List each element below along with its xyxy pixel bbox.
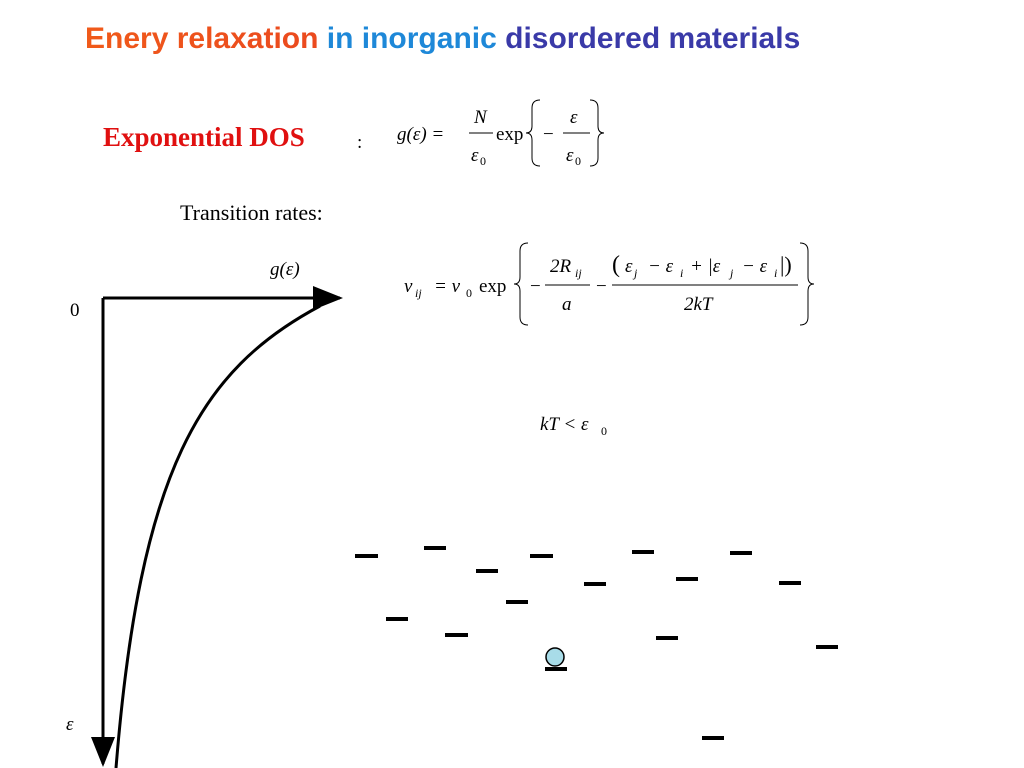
title-part: disordered materials — [505, 22, 800, 55]
formula-text: + |ε — [690, 256, 721, 277]
brace — [525, 99, 541, 167]
title: Enery relaxation in inorganic disordered… — [85, 22, 800, 55]
formula-text: 2kT — [684, 294, 714, 315]
formula-text: 0 — [480, 154, 486, 168]
formula-text: N — [473, 107, 488, 128]
formula-text: ν — [404, 276, 413, 297]
formula-text: 0 — [466, 286, 472, 300]
formula-text: − — [543, 124, 554, 145]
formula-text: j — [632, 266, 638, 280]
formula-text: − ε — [648, 256, 674, 277]
formula-text: ε — [625, 256, 633, 277]
formula-text: exp — [496, 124, 523, 145]
formula-text: g(ε) = — [397, 124, 444, 145]
formula-text: − — [596, 276, 607, 297]
dos-formula: g(ε) = N ε 0 exp − ε ε 0 — [397, 99, 605, 168]
colon: : — [357, 132, 362, 153]
formula-text: i — [680, 266, 683, 280]
formula-text: ε — [570, 107, 578, 128]
formula-text: exp — [479, 276, 506, 297]
brace — [589, 99, 605, 167]
electron — [545, 647, 565, 667]
title-part: Enery relaxation — [85, 22, 318, 55]
formula-text: ( — [612, 252, 620, 278]
formula-text: ε — [471, 145, 479, 166]
brace — [799, 242, 815, 326]
formula-text: i — [774, 266, 777, 280]
dos-axis-label: g(ε) — [270, 259, 300, 280]
formula-text: j — [728, 266, 734, 280]
formula-text: − — [530, 276, 541, 297]
dos-curve — [114, 304, 321, 768]
brace — [513, 242, 529, 326]
title-part: in inorganic — [327, 22, 497, 55]
condition-sub: 0 — [601, 424, 607, 438]
formula-text: 2R — [550, 256, 572, 277]
formula-text: ε — [566, 145, 574, 166]
rate-formula: ν ij = ν 0 exp − 2R ij a − ( ε j − ε i +… — [404, 242, 815, 326]
condition: kT < ε — [540, 414, 589, 435]
formula-text: ij — [415, 286, 422, 300]
rates-label: Transition rates: — [180, 200, 323, 225]
formula-text: |) — [780, 252, 792, 277]
energy-axis-label: ε — [66, 714, 74, 735]
formula-text: a — [562, 294, 572, 315]
dos-label: Exponential DOS — [103, 122, 305, 152]
formula-text: = ν — [434, 276, 461, 297]
origin-label: 0 — [70, 300, 80, 321]
energy-levels — [355, 546, 838, 740]
formula-text: 0 — [575, 154, 581, 168]
formula-text: ij — [575, 266, 582, 280]
formula-text: − ε — [742, 256, 768, 277]
